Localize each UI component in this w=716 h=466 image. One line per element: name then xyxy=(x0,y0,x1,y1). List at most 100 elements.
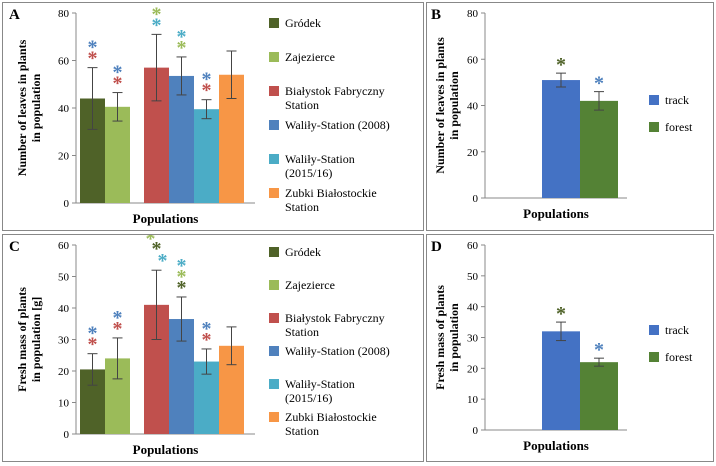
bar xyxy=(580,362,618,430)
significance-star: * xyxy=(202,69,212,91)
y-tick-label: 40 xyxy=(58,103,70,115)
x-axis-label: Populations xyxy=(523,438,589,453)
legend-swatch xyxy=(269,86,279,96)
significance-star: * xyxy=(113,318,123,340)
significance-star: * xyxy=(158,250,168,272)
legend-swatch xyxy=(269,346,279,356)
y-tick-label: 10 xyxy=(467,394,479,406)
y-tick-label: 60 xyxy=(467,240,479,252)
y-tick-label: 20 xyxy=(467,147,479,159)
legend-swatch xyxy=(649,122,659,132)
y-tick-label: 60 xyxy=(467,54,479,66)
significance-star: * xyxy=(177,26,187,48)
legend-label: Zajezierce xyxy=(285,50,335,64)
y-axis-label: Fresh mass of plantsin population xyxy=(433,285,461,390)
panel-b: B 0 20 40 60 80 Number of leaves in plantsin p… xyxy=(426,2,714,231)
legend-label: track xyxy=(665,323,689,337)
chart-b: B 0 20 40 60 80 Number of leaves in plantsin p… xyxy=(431,7,693,221)
x-axis-label: Populations xyxy=(523,206,589,221)
significance-star: * xyxy=(88,48,98,70)
y-axis-label: Fresh mass of plantsin population [g] xyxy=(15,287,43,392)
significance-star: * xyxy=(556,303,566,325)
legend-swatch xyxy=(269,154,279,164)
panel-letter: B xyxy=(431,7,441,23)
y-tick-label: 0 xyxy=(64,198,70,210)
legend-label: Zubki Białostockie Station xyxy=(285,410,377,438)
significance-star: * xyxy=(177,255,187,277)
y-tick-label: 30 xyxy=(467,333,479,345)
bar xyxy=(169,75,194,203)
significance-star: * xyxy=(594,339,604,361)
legend-swatch xyxy=(649,95,659,105)
y-tick-label: 60 xyxy=(58,240,70,252)
significance-star: * xyxy=(177,37,187,59)
y-axis-label: Number of leaves in plantsin population xyxy=(433,37,461,174)
significance-star: * xyxy=(152,3,162,25)
significance-star: * xyxy=(202,80,212,102)
legend-swatch xyxy=(649,325,659,335)
y-tick-label: 0 xyxy=(473,425,479,437)
panel-a: A 0 20 40 60 80 Number of leaves in plantsin p… xyxy=(2,2,424,231)
bar xyxy=(194,109,219,203)
legend-swatch xyxy=(269,120,279,130)
y-tick-label: 50 xyxy=(467,271,479,283)
significance-star: * xyxy=(177,266,187,288)
significance-star: * xyxy=(152,14,162,36)
legend-swatch xyxy=(269,188,279,198)
legend-label: Waliły-Station (2015/16) xyxy=(285,152,355,180)
y-tick-label: 40 xyxy=(58,303,70,315)
y-tick-label: 50 xyxy=(58,272,70,284)
significance-star: * xyxy=(88,323,98,345)
y-tick-label: 0 xyxy=(473,193,479,205)
panel-d: D 0 10 20 30 40 50 60 Fresh mass of plantsin pop… xyxy=(426,234,714,462)
legend-swatch xyxy=(269,52,279,62)
legend-swatch xyxy=(269,280,279,290)
chart-d: D 0 10 20 30 40 50 60 Fresh mass of plantsin pop… xyxy=(431,239,693,453)
y-tick-label: 30 xyxy=(58,335,70,347)
legend-label: forest xyxy=(665,120,693,134)
legend-label: Waliły-Station (2015/16) xyxy=(285,377,355,405)
significance-star: * xyxy=(594,73,604,95)
y-tick-label: 0 xyxy=(64,429,70,441)
legend-label: Waliły-Station (2008) xyxy=(285,344,390,358)
y-axis-label: Number of leaves in plantsin population xyxy=(15,39,43,176)
significance-star: * xyxy=(177,277,187,299)
legend-swatch xyxy=(649,352,659,362)
y-tick-label: 40 xyxy=(467,101,479,113)
legend-label: Białystok Fabryczny Station xyxy=(285,84,385,112)
significance-star: * xyxy=(88,334,98,356)
y-tick-label: 20 xyxy=(58,151,70,163)
legend-swatch xyxy=(269,379,279,389)
significance-star: * xyxy=(202,318,212,340)
legend-label: Zubki Białostockie Station xyxy=(285,186,377,214)
panel-letter: D xyxy=(431,239,442,255)
legend-swatch xyxy=(269,313,279,323)
y-tick-label: 10 xyxy=(58,398,70,410)
y-tick-label: 20 xyxy=(58,366,70,378)
y-tick-label: 40 xyxy=(467,302,479,314)
significance-star: * xyxy=(202,329,212,351)
legend-label: Gródek xyxy=(285,16,321,30)
bar xyxy=(542,80,580,198)
y-tick-label: 20 xyxy=(467,363,479,375)
bar xyxy=(580,100,618,198)
significance-star: * xyxy=(152,238,162,260)
legend-label: Białystok Fabryczny Station xyxy=(285,311,385,339)
panel-letter: C xyxy=(9,239,20,255)
y-tick-label: 80 xyxy=(467,8,479,20)
legend-label: forest xyxy=(665,350,693,364)
significance-star: * xyxy=(88,37,98,59)
bar xyxy=(542,331,580,430)
legend-label: Gródek xyxy=(285,245,321,259)
legend-label: track xyxy=(665,93,689,107)
legend-swatch xyxy=(269,18,279,28)
y-tick-label: 80 xyxy=(58,8,70,20)
chart-a: A 0 20 40 60 80 Number of leaves in plantsin p… xyxy=(9,3,390,226)
legend-label: Waliły-Station (2008) xyxy=(285,118,390,132)
legend-swatch xyxy=(269,412,279,422)
legend-label: Zajezierce xyxy=(285,278,335,292)
significance-star: * xyxy=(113,307,123,329)
chart-c: C 0 10 20 30 40 50 60 Fresh mass of plantsin pop… xyxy=(9,228,390,457)
panel-letter: A xyxy=(9,7,20,23)
panel-c: C 0 10 20 30 40 50 60 Fresh mass of plantsin pop… xyxy=(2,228,424,462)
